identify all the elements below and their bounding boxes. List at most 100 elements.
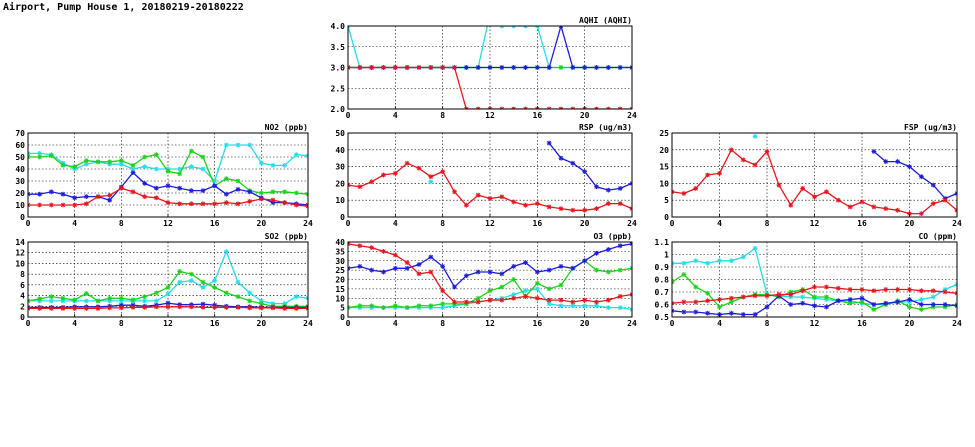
series-blue-point xyxy=(918,302,924,307)
series-blue-point xyxy=(546,140,552,146)
series-red-point xyxy=(416,165,422,171)
series-cyan-point xyxy=(534,286,540,292)
series-red-point xyxy=(60,306,66,311)
series-cyan-point xyxy=(293,294,299,300)
series-red-point xyxy=(247,199,253,204)
y-tick-label: 25 xyxy=(335,266,345,275)
y-tick-label: 0 xyxy=(20,313,25,322)
series-red-point xyxy=(617,106,623,109)
x-tick-label: 24 xyxy=(952,219,962,228)
series-red-point xyxy=(823,284,829,290)
series-blue-point xyxy=(907,164,912,169)
series-red-point xyxy=(511,295,517,301)
y-tick-label: 1 xyxy=(664,251,669,260)
x-tick-label: 24 xyxy=(627,219,637,228)
series-red-point xyxy=(381,65,386,70)
x-tick-label: 0 xyxy=(26,219,31,228)
series-blue-point xyxy=(48,189,54,195)
x-tick-label: 4 xyxy=(72,219,77,228)
series-green-point xyxy=(823,294,829,300)
series-red-point xyxy=(800,186,806,191)
series-green-point xyxy=(60,163,66,168)
y-tick-label: 10 xyxy=(15,201,25,210)
x-tick-label: 12 xyxy=(810,219,820,228)
series-red-point xyxy=(475,106,481,109)
chart-title: SO2 (ppb) xyxy=(265,232,308,241)
series-green-point xyxy=(499,284,505,290)
series-green-point xyxy=(200,279,206,285)
y-tick-label: 6 xyxy=(20,281,25,290)
x-tick-label: 0 xyxy=(346,219,351,228)
y-tick-label: 10 xyxy=(15,259,25,268)
series-cyan-point xyxy=(534,26,540,29)
series-blue-point xyxy=(107,197,113,203)
series-red-point xyxy=(463,106,469,109)
chart-rsp: 0 4 8 12 16 20 24 0 10 20 30 40 50 RSP (ug/m3) xyxy=(335,123,637,228)
series-blue-point xyxy=(582,258,588,264)
series-red-point xyxy=(823,189,829,195)
x-tick-label: 4 xyxy=(717,219,722,228)
series-red-point xyxy=(270,305,276,311)
x-tick-label: 16 xyxy=(857,319,867,328)
series-green-point xyxy=(107,295,113,301)
series-cyan-point xyxy=(717,258,722,264)
series-red-point xyxy=(95,194,101,199)
series-blue-point xyxy=(130,170,136,175)
series-blue-point xyxy=(499,271,505,277)
series-red-point xyxy=(416,65,422,70)
series-blue-point xyxy=(348,265,351,271)
series-red-point xyxy=(629,292,632,297)
x-tick-label: 0 xyxy=(346,319,351,328)
series-cyan-point xyxy=(752,133,758,139)
series-red-point xyxy=(392,252,398,258)
series-red-point xyxy=(118,305,124,311)
series-green-point xyxy=(392,303,398,309)
series-red-point xyxy=(883,287,889,292)
series-red-point xyxy=(728,295,734,301)
series-green-point xyxy=(558,65,564,70)
series-green-point xyxy=(153,152,159,157)
series-blue-point xyxy=(740,312,746,317)
series-cyan-point xyxy=(930,294,936,300)
series-red-point xyxy=(235,201,241,207)
series-green-point xyxy=(282,189,288,195)
y-tick-label: 40 xyxy=(335,146,345,155)
chart-title: CO (ppm) xyxy=(918,232,957,241)
series-red-point xyxy=(594,299,599,305)
series-red-point xyxy=(487,196,493,201)
series-red-point xyxy=(918,211,924,217)
series-red-point xyxy=(165,304,171,310)
series-red-point xyxy=(282,200,288,205)
series-red-point xyxy=(546,106,552,109)
series-blue-point xyxy=(60,191,66,197)
series-cyan-point xyxy=(293,152,299,157)
x-tick-label: 8 xyxy=(440,219,445,228)
series-cyan-point xyxy=(153,298,159,304)
series-red-point xyxy=(871,204,877,210)
series-cyan-point xyxy=(188,278,194,283)
series-blue-point xyxy=(499,65,505,70)
series-blue-point xyxy=(605,247,611,252)
series-cyan-point xyxy=(142,164,148,169)
series-red-point xyxy=(428,65,434,70)
series-blue-point xyxy=(594,250,599,256)
x-tick-label: 20 xyxy=(905,219,915,228)
series-blue-point xyxy=(930,302,936,307)
series-red-point xyxy=(605,106,611,109)
y-tick-label: 12 xyxy=(15,249,25,258)
series-red-point xyxy=(440,288,446,294)
series-blue-point xyxy=(416,262,422,267)
series-red-point xyxy=(130,304,136,310)
series-blue-point xyxy=(558,26,564,29)
series-red-point xyxy=(570,106,576,109)
series-red-point xyxy=(534,201,540,206)
series-green-point xyxy=(907,304,912,310)
series-cyan-point xyxy=(523,288,528,294)
series-green-point xyxy=(235,178,241,184)
series-green-point xyxy=(212,285,218,290)
series-red-point xyxy=(693,186,699,191)
series-cyan-point xyxy=(200,285,206,290)
series-cyan-point xyxy=(83,298,89,304)
